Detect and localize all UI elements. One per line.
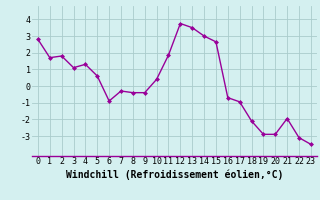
X-axis label: Windchill (Refroidissement éolien,°C): Windchill (Refroidissement éolien,°C) [66, 169, 283, 180]
